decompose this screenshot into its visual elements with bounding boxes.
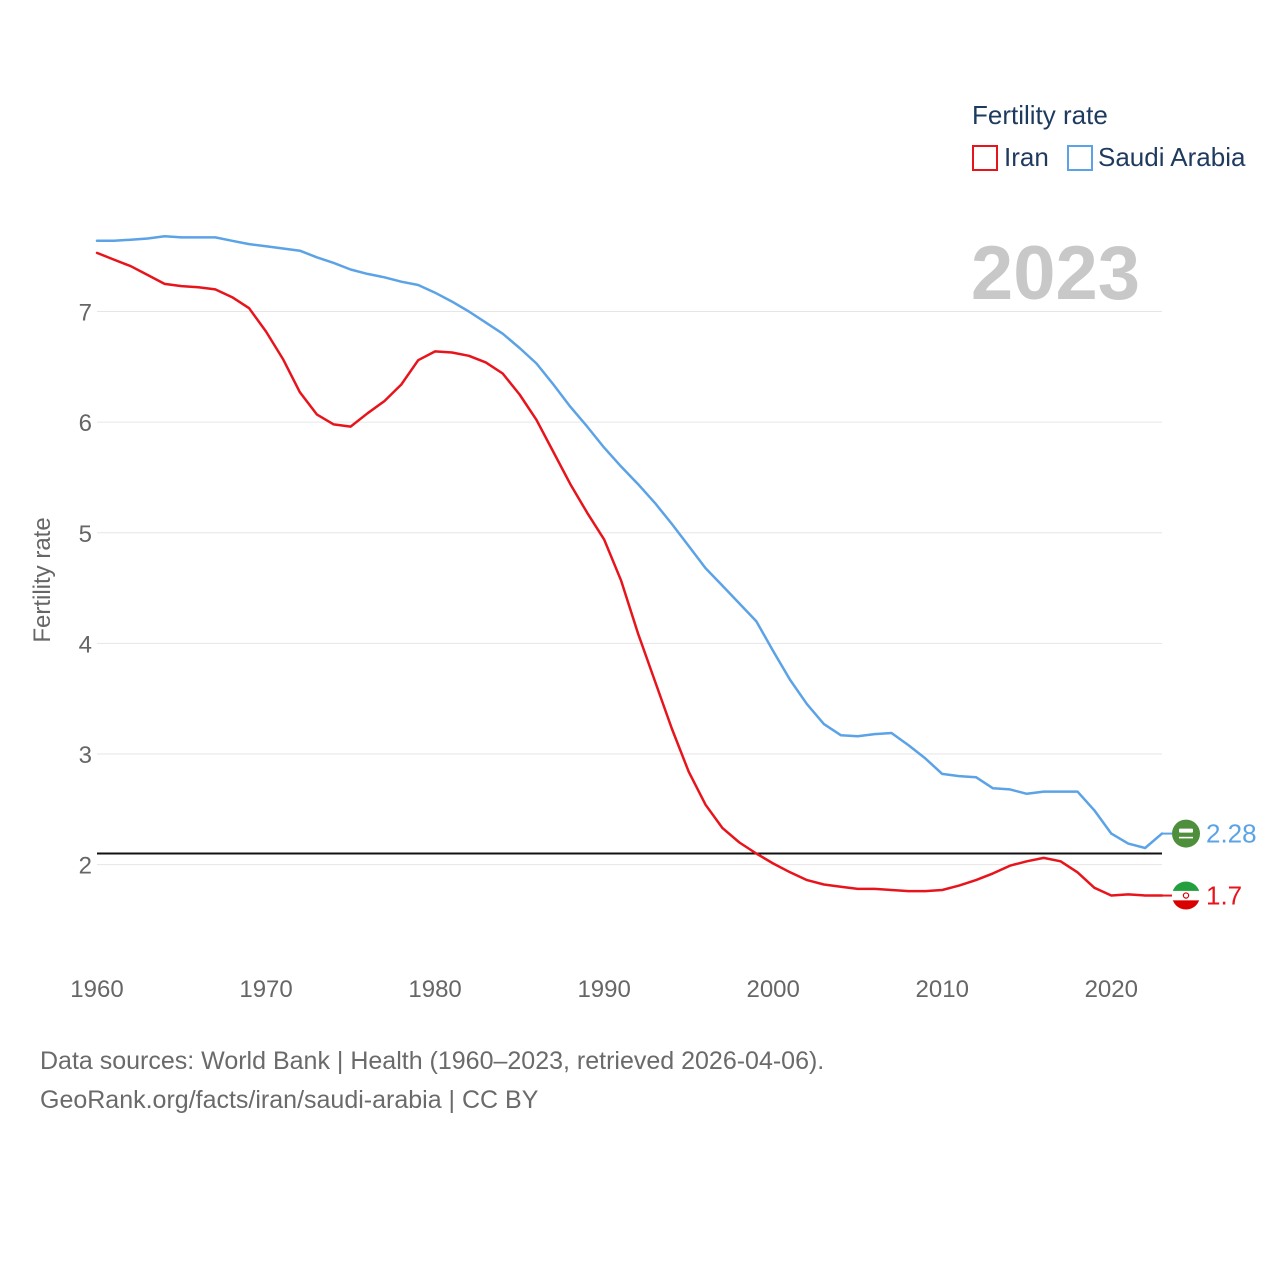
x-tick-label: 2020 [1085, 976, 1138, 1003]
legend-label-saudi-arabia: Saudi Arabia [1098, 142, 1246, 172]
x-tick-label: 1980 [408, 976, 461, 1003]
x-tick-label: 2010 [916, 976, 969, 1003]
x-axis-ticks: 1960 1970 1980 1990 2000 2010 2020 [70, 976, 1138, 1003]
end-value-label-saudi-arabia: 2.28 [1206, 819, 1257, 849]
y-tick-label: 3 [79, 742, 92, 769]
legend-swatch-iran [972, 145, 998, 171]
saudi-arabia-flag-icon [1172, 819, 1200, 848]
y-tick-label: 2 [79, 853, 92, 880]
y-axis-ticks: 2 3 4 5 6 7 [79, 300, 92, 880]
legend-item-iran[interactable]: Iran [972, 142, 1049, 172]
legend-label-iran: Iran [1004, 142, 1049, 172]
series-lines [95, 235, 1164, 897]
end-value-label-iran: 1.7 [1206, 881, 1242, 911]
legend-item-saudi-arabia[interactable]: Saudi Arabia [1067, 142, 1246, 172]
gridlines [97, 311, 1162, 866]
legend: Fertility rate Iran Saudi Arabia [972, 100, 1246, 172]
attribution-link[interactable]: GeoRank.org/facts/iran/saudi-arabia | CC… [40, 1086, 539, 1114]
series-line-iran[interactable] [95, 251, 1164, 897]
y-tick-label: 5 [79, 521, 92, 548]
y-axis-title: Fertility rate [29, 517, 56, 642]
legend-swatch-saudi-arabia [1067, 145, 1093, 171]
source-note: Data sources: World Bank | Health (1960–… [40, 1047, 824, 1075]
x-tick-label: 1970 [239, 976, 292, 1003]
year-watermark: 2023 [971, 231, 1140, 316]
series-line-saudi-arabia[interactable] [95, 235, 1164, 850]
iran-flag-icon [1172, 881, 1200, 910]
end-markers: 1.7 2.28 [1162, 819, 1257, 911]
x-tick-label: 1990 [577, 976, 630, 1003]
x-tick-label: 1960 [70, 976, 123, 1003]
y-tick-label: 6 [79, 410, 92, 437]
legend-title: Fertility rate [972, 100, 1108, 130]
x-tick-label: 2000 [746, 976, 799, 1003]
y-tick-label: 4 [79, 631, 92, 658]
y-tick-label: 7 [79, 300, 92, 327]
